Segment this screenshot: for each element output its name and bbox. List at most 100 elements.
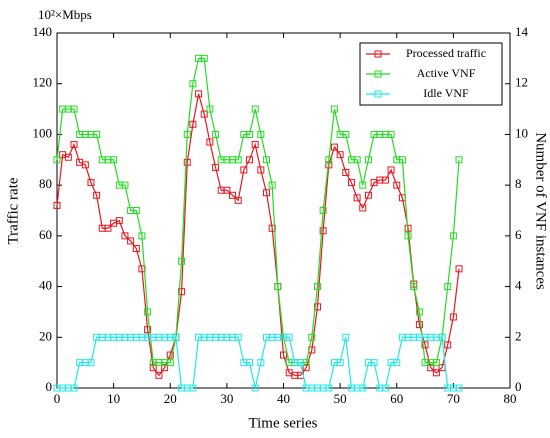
point-marker — [189, 120, 197, 128]
point-marker — [70, 384, 78, 392]
point-marker — [166, 359, 174, 367]
point-marker — [347, 179, 355, 187]
point-marker — [53, 201, 61, 209]
x-tick-label: 0 — [54, 391, 61, 406]
point-marker — [263, 156, 271, 164]
point-marker — [364, 191, 372, 199]
point-marker — [263, 189, 271, 197]
point-marker — [234, 196, 242, 204]
legend-marker — [374, 50, 382, 58]
point-marker — [155, 371, 163, 379]
series-line — [57, 336, 460, 389]
point-marker — [234, 333, 242, 341]
point-marker — [359, 181, 367, 189]
point-marker — [172, 333, 180, 341]
point-marker — [415, 308, 423, 316]
y-tick-label: 40 — [39, 278, 52, 293]
point-marker — [398, 156, 406, 164]
point-marker — [251, 105, 259, 113]
y2-tick-label: 8 — [515, 176, 522, 191]
point-marker — [415, 321, 423, 329]
y-tick-label: 140 — [33, 24, 53, 39]
point-marker — [285, 333, 293, 341]
point-marker — [381, 384, 389, 392]
x-tick-label: 20 — [164, 391, 177, 406]
point-marker — [115, 217, 123, 225]
point-marker — [110, 156, 118, 164]
point-marker — [149, 364, 157, 372]
point-marker — [364, 156, 372, 164]
point-marker — [234, 156, 242, 164]
point-marker — [432, 369, 440, 377]
point-marker — [132, 245, 140, 253]
point-marker — [183, 158, 191, 166]
point-marker — [251, 141, 259, 149]
x-tick-label: 70 — [447, 391, 460, 406]
y-tick-label: 120 — [33, 75, 53, 90]
point-marker — [370, 359, 378, 367]
x-tick-label: 40 — [277, 391, 290, 406]
point-marker — [195, 90, 203, 98]
y-tick-label: 60 — [39, 227, 52, 242]
point-marker — [432, 359, 440, 367]
unit-annotation: 10²×Mbps — [38, 7, 92, 22]
point-marker — [251, 384, 259, 392]
legend-label: Active VNF — [417, 66, 476, 80]
point-marker — [87, 179, 95, 187]
y2-tick-label: 14 — [515, 24, 529, 39]
point-marker — [449, 313, 457, 321]
point-marker — [444, 341, 452, 349]
y2-tick-label: 0 — [515, 379, 522, 394]
point-marker — [64, 153, 72, 161]
y2-tick-label: 4 — [515, 278, 522, 293]
point-marker — [313, 283, 321, 291]
point-marker — [438, 333, 446, 341]
point-marker — [223, 186, 231, 194]
point-marker — [189, 80, 197, 88]
point-marker — [183, 130, 191, 138]
point-marker — [393, 359, 401, 367]
point-marker — [387, 130, 395, 138]
point-marker — [427, 364, 435, 372]
point-marker — [353, 156, 361, 164]
point-marker — [166, 351, 174, 359]
point-marker — [421, 341, 429, 349]
point-marker — [229, 191, 237, 199]
point-marker — [212, 163, 220, 171]
point-marker — [93, 130, 101, 138]
point-marker — [308, 333, 316, 341]
point-marker — [393, 181, 401, 189]
point-marker — [53, 156, 61, 164]
point-marker — [240, 166, 248, 174]
point-marker — [319, 207, 327, 214]
point-marker — [330, 143, 338, 151]
point-marker — [404, 232, 412, 240]
y-tick-label: 20 — [39, 328, 52, 343]
point-marker — [121, 232, 129, 240]
point-marker — [200, 110, 208, 118]
point-marker — [342, 168, 350, 176]
x-axis-label: Time series — [248, 415, 317, 431]
y2-tick-label: 10 — [515, 125, 528, 140]
y-tick-label: 100 — [33, 125, 53, 140]
point-marker — [410, 283, 418, 291]
y2-axis-label: Number of VNF instances — [533, 132, 549, 290]
point-marker — [144, 326, 152, 334]
point-marker — [93, 191, 101, 199]
point-marker — [132, 207, 140, 214]
point-marker — [200, 54, 208, 62]
y2-tick-label: 12 — [515, 75, 528, 90]
point-marker — [319, 227, 327, 235]
point-marker — [144, 308, 152, 316]
point-marker — [257, 130, 265, 138]
legend-label: Processed traffic — [406, 46, 486, 60]
point-marker — [274, 283, 282, 291]
point-marker — [325, 156, 333, 164]
point-marker — [206, 138, 214, 146]
point-marker — [246, 130, 254, 138]
point-marker — [455, 265, 463, 273]
x-tick-label: 60 — [390, 391, 403, 406]
point-marker — [342, 333, 350, 341]
point-marker — [178, 288, 186, 296]
